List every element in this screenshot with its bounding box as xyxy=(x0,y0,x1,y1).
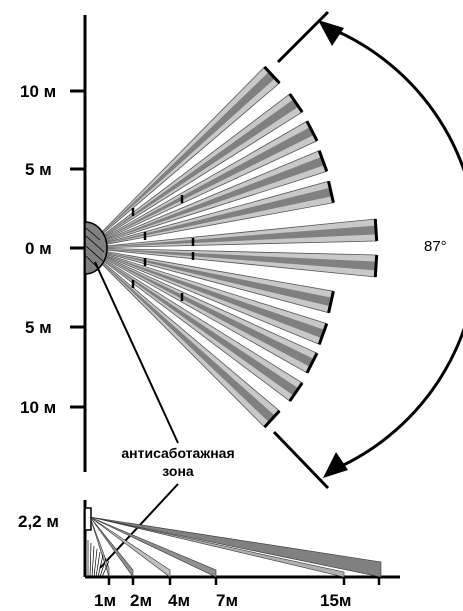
side-hatch-7 xyxy=(101,560,110,578)
beam-cap-0 xyxy=(263,65,281,85)
top-view-ticks xyxy=(70,89,85,409)
sensor-hatch xyxy=(85,227,105,269)
axis-label-5m-upper: 5 м xyxy=(25,160,52,179)
angle-arc xyxy=(321,23,463,474)
beam-core-8 xyxy=(86,248,325,339)
beam-core-5 xyxy=(86,225,377,248)
detection-beams xyxy=(85,65,379,429)
side-beam-2 xyxy=(89,516,217,578)
side-beam-5 xyxy=(89,516,110,578)
side-hatch-4 xyxy=(95,551,101,578)
beam-core-4 xyxy=(86,187,332,248)
height-label: 2,2 м xyxy=(18,512,59,531)
distance-label-15m: 15м xyxy=(320,591,352,610)
beam-cap-11 xyxy=(263,409,281,429)
anti-tamper-label-line2: зона xyxy=(162,463,194,479)
top-view: 10 м 5 м 0 м 5 м 10 м 87° xyxy=(20,10,463,490)
side-hatch-1 xyxy=(89,542,92,578)
side-view: 2,2 м 1м 2м 4м 7м 15м xyxy=(18,500,400,610)
anti-tamper-callout: антисаботажная зона xyxy=(94,261,235,569)
side-beam-4 xyxy=(89,516,134,578)
distance-label-2m: 2м xyxy=(130,591,152,610)
side-hatch-6 xyxy=(99,557,107,578)
axis-label-10m-upper: 10 м xyxy=(20,82,56,101)
angle-label: 87° xyxy=(424,238,447,255)
beam-cap-4 xyxy=(327,180,335,204)
beam-cap-7 xyxy=(327,290,335,314)
distance-label-4m: 4м xyxy=(168,591,190,610)
beam-core-11 xyxy=(86,248,275,423)
beam-core-9 xyxy=(86,248,314,367)
beam-core-2 xyxy=(86,127,315,248)
side-beam-3 xyxy=(89,516,171,578)
beam-cap-10 xyxy=(288,382,304,402)
side-hatch-5 xyxy=(97,554,104,578)
beam-core-6 xyxy=(86,248,377,271)
distance-label-7m: 7м xyxy=(216,591,238,610)
side-beam-0 xyxy=(89,516,382,578)
beam-core-0 xyxy=(86,71,275,249)
side-beam-1 xyxy=(89,516,345,578)
axis-label-5m-lower: 5 м xyxy=(25,318,52,337)
angle-arrow-top xyxy=(318,20,344,46)
beam-cap-3 xyxy=(317,150,329,172)
ground-ticks xyxy=(107,577,381,585)
beam-cap-2 xyxy=(305,120,319,142)
side-sensor xyxy=(84,507,92,531)
axis-label-0m: 0 м xyxy=(25,239,52,258)
beam-core-7 xyxy=(86,248,332,307)
axis-label-10m-lower: 10 м xyxy=(20,398,56,417)
angle-arrow-bottom xyxy=(323,452,348,478)
beam-core-1 xyxy=(86,99,299,248)
distance-label-1m: 1м xyxy=(94,591,116,610)
side-beams xyxy=(87,516,382,578)
beam-core-3 xyxy=(86,156,325,248)
beam-cap-9 xyxy=(305,352,319,374)
beam-cap-5 xyxy=(373,218,379,242)
side-hatch-2 xyxy=(91,545,95,578)
beam-cap-1 xyxy=(288,93,304,113)
callout-line-top xyxy=(94,261,179,444)
side-hatch-3 xyxy=(93,548,98,578)
beam-cap-8 xyxy=(317,323,329,345)
beam-core-10 xyxy=(86,248,299,396)
angle-boundary-top xyxy=(276,10,330,64)
angle-boundary-bottom xyxy=(272,430,330,490)
beam-cap-6 xyxy=(373,254,379,278)
anti-tamper-label-line1: антисаботажная xyxy=(121,445,234,461)
